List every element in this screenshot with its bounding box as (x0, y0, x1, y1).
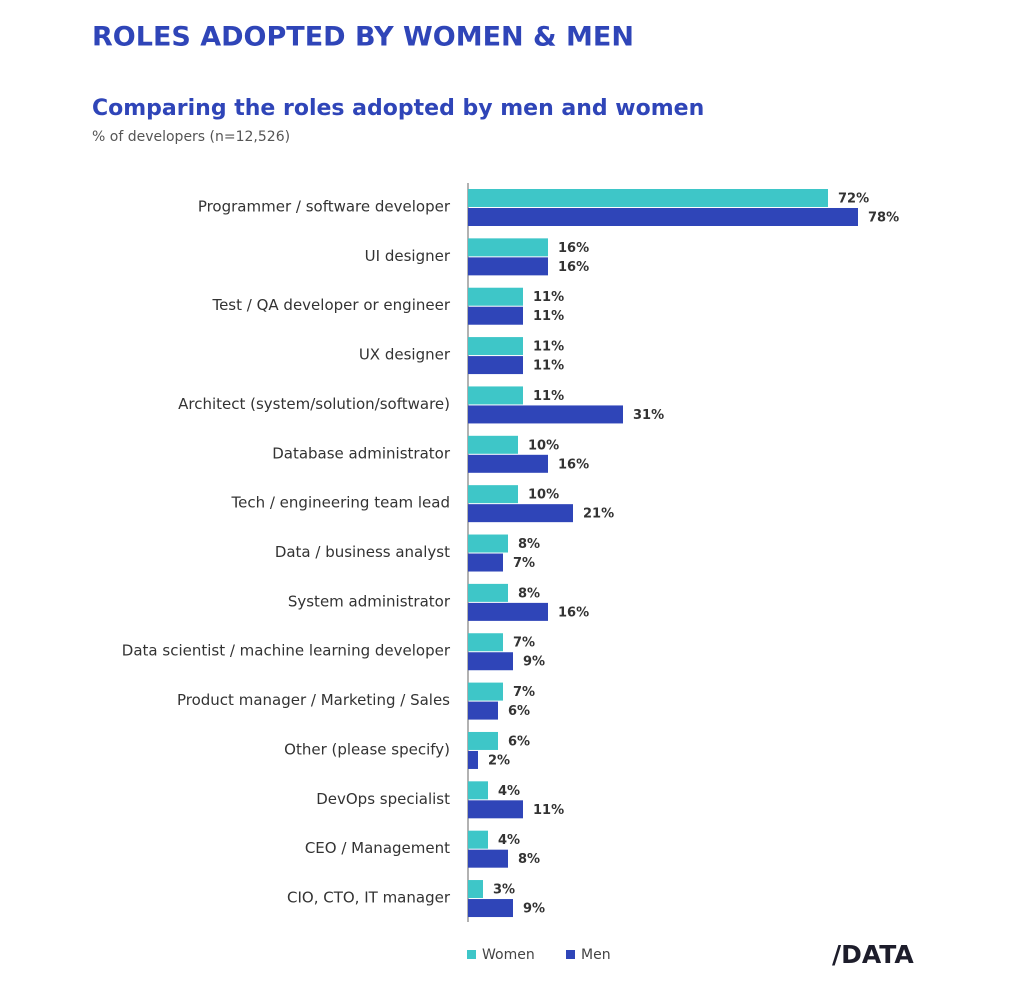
value-label: 6% (508, 704, 530, 719)
category-label: CIO, CTO, IT manager (287, 889, 451, 907)
legend-label: Men (581, 947, 611, 963)
bar (468, 633, 503, 652)
category-label: Data scientist / machine learning develo… (122, 642, 451, 660)
value-label: 8% (518, 586, 540, 601)
category-label: Product manager / Marketing / Sales (177, 691, 450, 709)
bar (468, 750, 478, 769)
value-label: 16% (558, 457, 589, 472)
value-label: 4% (498, 833, 520, 848)
bar (468, 386, 523, 405)
value-label: 11% (533, 340, 564, 355)
legend-swatch (467, 950, 476, 959)
value-label: 78% (868, 211, 899, 226)
category-label: UI designer (365, 247, 451, 265)
category-label: Other (please specify) (284, 740, 450, 758)
bar (468, 257, 548, 276)
value-label: 31% (633, 408, 664, 423)
value-label: 4% (498, 784, 520, 799)
value-label: 11% (533, 290, 564, 305)
bar (468, 356, 523, 375)
bar (468, 800, 523, 819)
value-label: 16% (558, 605, 589, 620)
legend-label: Women (482, 947, 535, 963)
category-label: Database administrator (272, 444, 451, 462)
category-label: Programmer / software developer (198, 198, 451, 216)
logo: /DATA (832, 940, 914, 969)
bar (468, 306, 523, 325)
bar (468, 238, 548, 257)
value-label: 7% (513, 556, 535, 571)
value-label: 11% (533, 309, 564, 324)
value-label: 8% (518, 537, 540, 552)
bar (468, 830, 488, 849)
category-label: Test / QA developer or engineer (211, 296, 450, 314)
bar (468, 652, 513, 671)
category-label: DevOps specialist (316, 790, 450, 808)
category-label: Tech / engineering team lead (231, 494, 451, 512)
bar (468, 405, 623, 424)
bar (468, 208, 858, 226)
bar (468, 485, 518, 504)
value-label: 16% (558, 260, 589, 275)
bar (468, 435, 518, 454)
bar (468, 682, 503, 701)
bar (468, 189, 828, 207)
chart-subtitle: Comparing the roles adopted by men and w… (92, 96, 704, 121)
value-label: 11% (533, 803, 564, 818)
value-label: 16% (558, 241, 589, 256)
category-label: Architect (system/solution/software) (178, 395, 450, 413)
chart-title: ROLES ADOPTED BY WOMEN & MEN (92, 22, 634, 53)
legend-swatch (566, 950, 575, 959)
bar (468, 337, 523, 356)
value-label: 7% (513, 636, 535, 651)
value-label: 10% (528, 438, 559, 453)
value-label: 8% (518, 852, 540, 867)
value-label: 3% (493, 883, 515, 898)
bar (468, 454, 548, 473)
category-label: UX designer (359, 346, 451, 364)
bar (468, 880, 483, 899)
bar (468, 287, 523, 306)
bar (468, 553, 503, 572)
bar (468, 849, 508, 868)
value-label: 9% (523, 655, 545, 670)
value-label: 7% (513, 685, 535, 700)
value-label: 21% (583, 507, 614, 522)
category-label: CEO / Management (305, 839, 450, 857)
value-label: 10% (528, 488, 559, 503)
value-label: 9% (523, 902, 545, 917)
bar (468, 731, 498, 750)
value-label: 11% (533, 359, 564, 374)
bar (468, 781, 488, 800)
chart-note: % of developers (n=12,526) (92, 129, 290, 145)
bar (468, 504, 573, 523)
bar (468, 583, 508, 602)
bar (468, 701, 498, 720)
value-label: 11% (533, 389, 564, 404)
bar (468, 602, 548, 621)
bar (468, 534, 508, 553)
value-label: 72% (838, 192, 869, 207)
value-label: 6% (508, 734, 530, 749)
category-label: Data / business analyst (275, 543, 450, 561)
bar (468, 899, 513, 918)
category-label: System administrator (288, 592, 451, 610)
value-label: 2% (488, 753, 510, 768)
